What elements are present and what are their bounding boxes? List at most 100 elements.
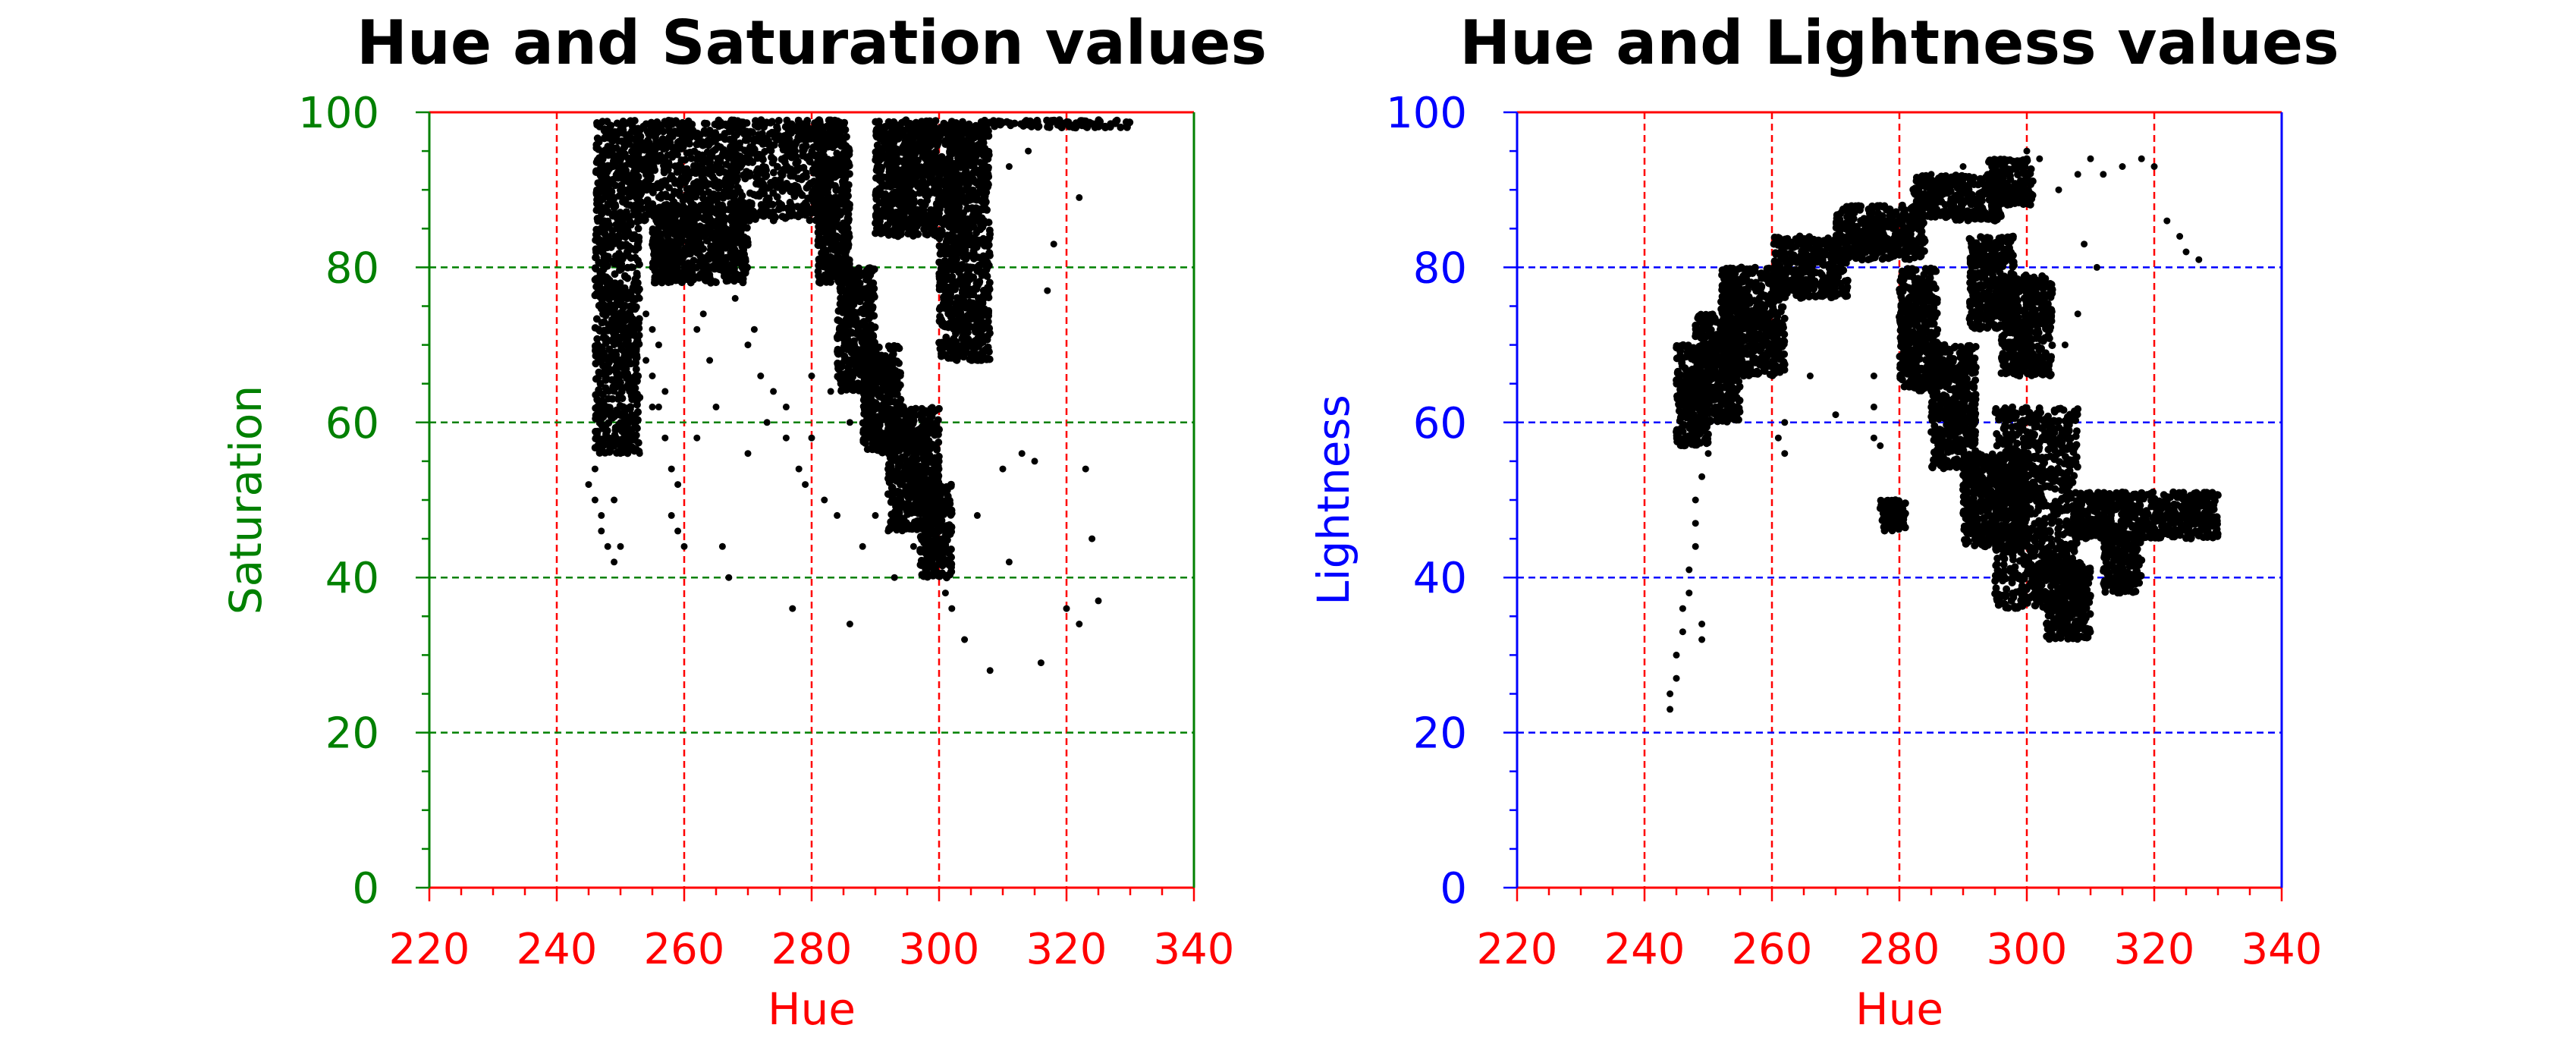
scatter-point [612,351,620,359]
scatter-point [798,210,806,219]
scatter-point [616,401,624,410]
scatter-point [675,203,683,212]
scatter-point [631,435,639,444]
scatter-point [884,179,893,187]
scatter-point [743,128,752,137]
scatter-point [922,434,931,442]
scatter-point [668,239,676,247]
scatter-point [634,372,642,380]
scatter-point [691,191,699,199]
scatter-point [627,120,636,127]
scatter-point [891,445,899,454]
scatter-point [766,144,774,152]
scatter-point [706,162,715,170]
scatter-point [728,169,736,177]
scatter-point [920,180,928,188]
scatter-point [817,260,825,269]
scatter-point [769,216,778,225]
scatter-point [675,272,683,281]
scatter-point [938,561,947,570]
scatter-point [878,445,885,454]
scatter-point [819,219,828,228]
scatter-point [862,294,869,302]
scatter-point [942,501,950,510]
scatter-point [597,169,605,178]
scatter-point [919,498,928,506]
scatter-point [874,220,882,228]
scatter-point [880,377,888,385]
scatter-point [605,200,614,208]
scatter-point [677,122,685,130]
scatter-point [869,291,878,299]
scatter-point [775,199,784,207]
scatter-point [938,489,946,497]
scatter-point [620,423,628,432]
scatter-point [825,140,834,149]
scatter-point [721,187,729,196]
scatter-point [793,203,802,211]
scatter-point [727,227,736,235]
scatter-point [854,297,862,305]
scatter-point [889,168,897,177]
scatter-point [597,439,605,447]
scatter-point [615,250,624,258]
scatter-point [655,203,664,212]
scatter-point [721,135,729,143]
scatter-point [914,230,922,238]
scatter-point [887,382,896,390]
scatter-point [616,300,624,309]
scatter-point [644,200,652,208]
scatter-point [884,221,892,229]
scatter-point [621,186,630,194]
scatter-point [604,208,612,215]
scatter-point [787,209,795,217]
scatter-point [891,390,900,398]
scatter-point [705,141,713,149]
scatter-point [637,198,646,206]
scatter-point [903,411,912,420]
scatter-point [692,233,700,241]
scatter-point [593,134,602,143]
scatter-point [647,172,655,181]
scatter-point [928,492,937,500]
scatter-point [915,448,923,456]
scatter-point [908,525,916,533]
scatter-point [624,380,633,388]
scatter-point [718,234,726,242]
scatter-point [825,196,833,204]
scatter-point [869,443,878,451]
scatter-point [605,387,613,395]
scatter-point [705,149,714,158]
scatter-point [876,187,884,196]
scatter-point [844,217,853,225]
scatter-point [661,156,669,165]
scatter-point [756,192,763,200]
scatter-point [919,135,927,143]
scatter-point [643,127,652,136]
scatter-point [773,162,781,171]
scatter-point [864,388,872,397]
scatter-point [875,363,884,371]
scatter-point [602,235,610,244]
scatter-point [670,259,678,268]
scatter-point [762,197,771,205]
scatter-point [710,251,718,259]
scatter-point [687,154,696,162]
scatter-point [843,224,852,232]
scatter-point [655,268,663,276]
scatter-point [627,219,635,228]
scatter-point [738,192,746,200]
scatter-point [640,146,649,154]
scatter-point [630,149,638,157]
scatter-point [877,229,885,237]
scatter-point [602,224,611,232]
scatter-point [894,373,902,381]
scatter-point [738,263,746,272]
scatter-point [816,197,825,206]
scatter-point [840,118,849,127]
scatter-point [654,143,662,151]
scatter-point [651,256,659,265]
scatter-point [650,278,658,287]
scatter-point [714,142,722,150]
scatter-point [903,449,911,457]
